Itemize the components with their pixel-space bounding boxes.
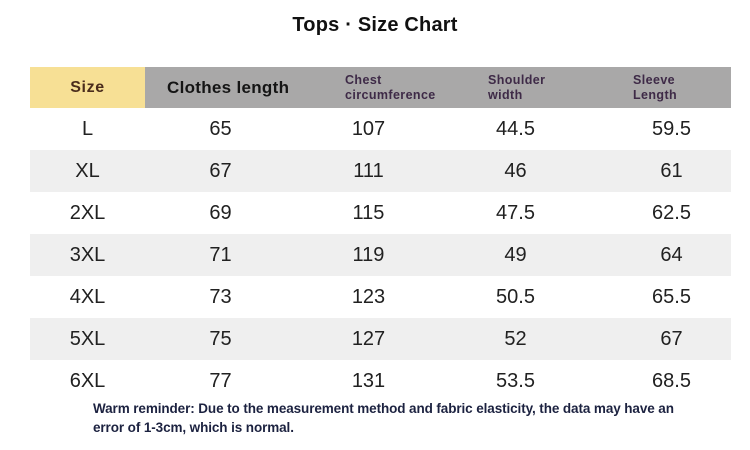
header-cell-chest-circumference: Chest circumference (310, 67, 455, 108)
table-row: 2XL 69 115 47.5 62.5 (30, 192, 731, 234)
cell-clothes-length: 67 (209, 159, 232, 182)
cell-shoulder-width: 44.5 (496, 117, 535, 140)
cell-chest-circumference: 127 (351, 327, 386, 350)
cell-shoulder-width: 46 (504, 159, 527, 182)
cell-chest-circumference: 115 (352, 201, 385, 224)
header-cell-clothes-length: Clothes length (145, 67, 310, 108)
table-row: 3XL 71 119 49 64 (30, 234, 731, 276)
cell-clothes-length: 71 (209, 243, 232, 266)
header-sleeve-line2: Length (633, 87, 678, 102)
cell-size: 6XL (69, 369, 106, 392)
cell-sleeve-length: 68.5 (652, 369, 691, 392)
cell-shoulder-width: 49 (504, 243, 527, 266)
cell-chest-circumference: 119 (352, 243, 385, 266)
table-header: Size Clothes length Chest circumference … (30, 67, 731, 108)
cell-sleeve-length: 62.5 (652, 201, 691, 224)
cell-size: 3XL (69, 243, 106, 266)
cell-sleeve-length: 65.5 (652, 285, 691, 308)
cell-chest-circumference: 107 (351, 117, 386, 140)
cell-clothes-length: 77 (209, 369, 232, 392)
page-title: Tops · Size Chart (292, 14, 458, 36)
header-chest-line2: circumference (345, 87, 436, 102)
header-chest-line1: Chest (345, 72, 382, 87)
header-cell-shoulder-width: Shoulder width (455, 67, 600, 108)
header-sleeve-line1: Sleeve (633, 72, 676, 87)
cell-clothes-length: 65 (209, 117, 232, 140)
cell-sleeve-length: 64 (660, 243, 683, 266)
cell-sleeve-length: 61 (660, 159, 683, 182)
table-row: 6XL 77 131 53.5 68.5 (30, 360, 731, 402)
header-cell-size: Size (30, 67, 145, 108)
cell-chest-circumference: 123 (351, 285, 386, 308)
cell-shoulder-width: 52 (504, 327, 527, 350)
cell-shoulder-width: 53.5 (496, 369, 535, 392)
header-cell-sleeve-length: Sleeve Length (600, 67, 731, 108)
size-table: Size Clothes length Chest circumference … (30, 67, 731, 402)
cell-shoulder-width: 47.5 (496, 201, 535, 224)
cell-size: L (81, 117, 94, 140)
header-shoulder-line2: width (488, 87, 523, 102)
table-row: L 65 107 44.5 59.5 (30, 108, 731, 150)
cell-clothes-length: 73 (209, 285, 232, 308)
cell-size: 5XL (69, 327, 106, 350)
cell-clothes-length: 69 (209, 201, 232, 224)
cell-shoulder-width: 50.5 (496, 285, 535, 308)
cell-sleeve-length: 67 (660, 327, 683, 350)
cell-size: 2XL (69, 201, 106, 224)
cell-chest-circumference: 111 (353, 159, 384, 182)
cell-clothes-length: 75 (209, 327, 232, 350)
header-shoulder-line1: Shoulder (488, 72, 546, 87)
table-body: L 65 107 44.5 59.5 XL 67 111 46 61 2XL 6… (30, 108, 731, 402)
cell-size: 4XL (69, 285, 106, 308)
warm-reminder-note: Warm reminder: Due to the measurement me… (93, 401, 674, 435)
table-row: 4XL 73 123 50.5 65.5 (30, 276, 731, 318)
table-row: XL 67 111 46 61 (30, 150, 731, 192)
table-row: 5XL 75 127 52 67 (30, 318, 731, 360)
cell-chest-circumference: 131 (351, 369, 386, 392)
cell-size: XL (75, 159, 100, 182)
cell-sleeve-length: 59.5 (652, 117, 691, 140)
